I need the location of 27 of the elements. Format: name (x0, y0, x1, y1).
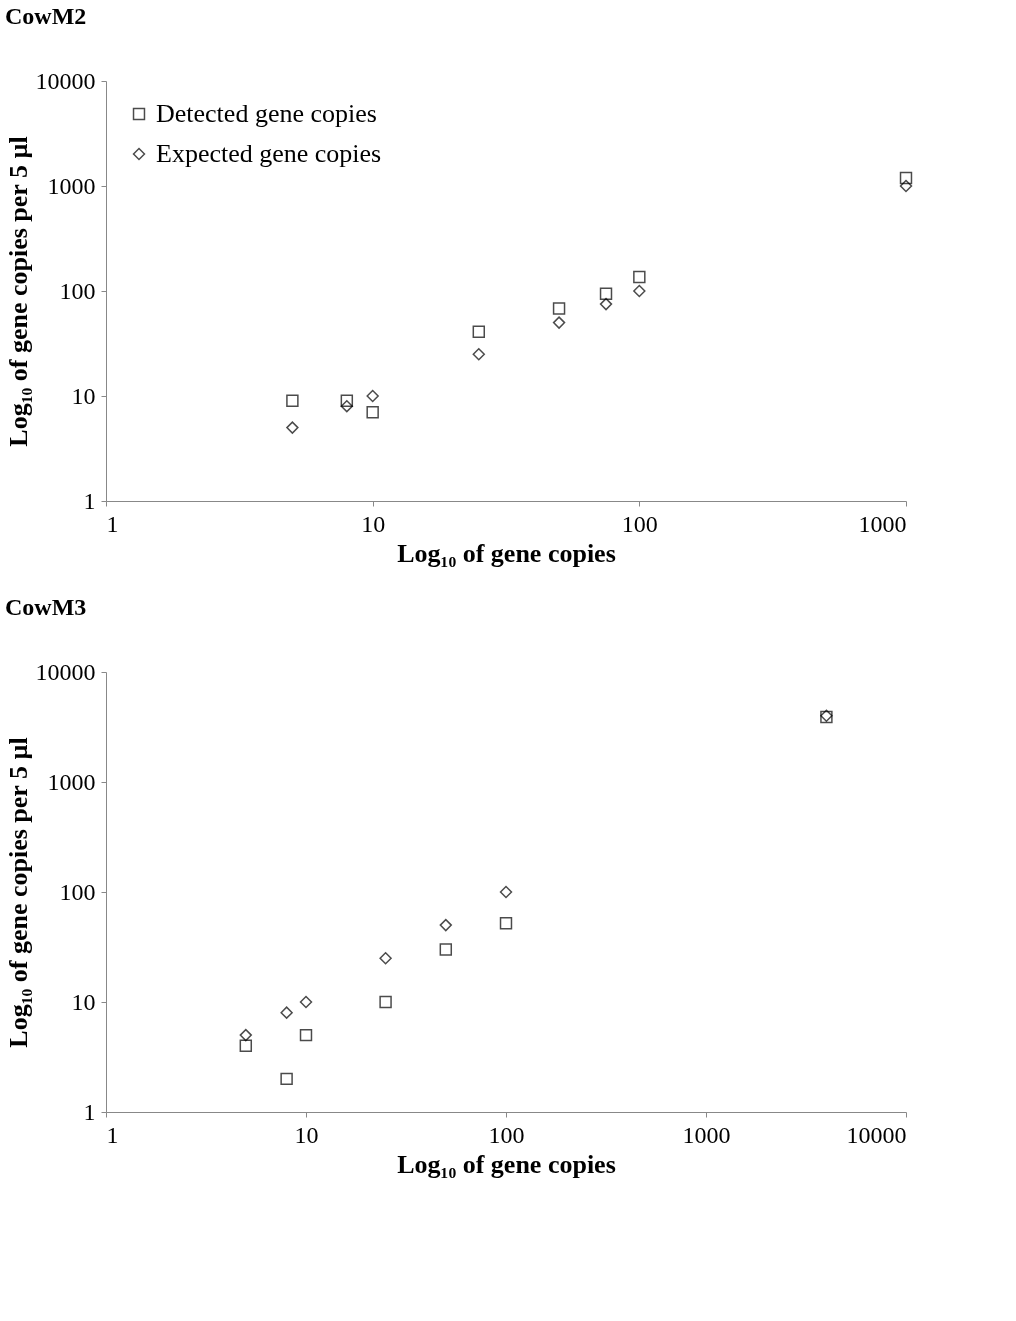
x-tick-label: 10 (361, 510, 386, 537)
x-tick-label: 1 (106, 1121, 119, 1148)
x-axis-title: Log₁₀ of gene copies (397, 1149, 616, 1179)
y-tick-label: 1000 (47, 768, 96, 795)
x-tick-label: 1 (106, 510, 119, 537)
y-tick-label: 10000 (35, 67, 96, 94)
x-axis-title: Log₁₀ of gene copies (397, 538, 616, 568)
x-tick-label: 1000 (858, 510, 907, 537)
y-tick-label: 1 (83, 487, 96, 514)
x-tick-label: 100 (488, 1121, 525, 1148)
x-tick-label: 1000 (682, 1121, 731, 1148)
chart-title: CowM3 (5, 594, 87, 620)
y-tick-label: 10 (71, 988, 96, 1015)
x-tick-label: 10 (294, 1121, 319, 1148)
y-axis-title: Log₁₀ of gene copies per 5 µl (3, 136, 33, 447)
y-tick-label: 100 (59, 878, 96, 905)
y-tick-label: 1000 (47, 172, 96, 199)
legend-label: Detected gene copies (156, 99, 377, 128)
y-tick-label: 1 (83, 1098, 96, 1125)
chart-title: CowM2 (5, 3, 87, 29)
y-tick-label: 10000 (35, 658, 96, 685)
x-tick-label: 10000 (846, 1121, 907, 1148)
x-tick-label: 100 (621, 510, 658, 537)
y-tick-label: 100 (59, 277, 96, 304)
y-axis-title: Log₁₀ of gene copies per 5 µl (3, 737, 33, 1048)
legend-label: Expected gene copies (156, 139, 382, 168)
y-tick-label: 10 (71, 382, 96, 409)
